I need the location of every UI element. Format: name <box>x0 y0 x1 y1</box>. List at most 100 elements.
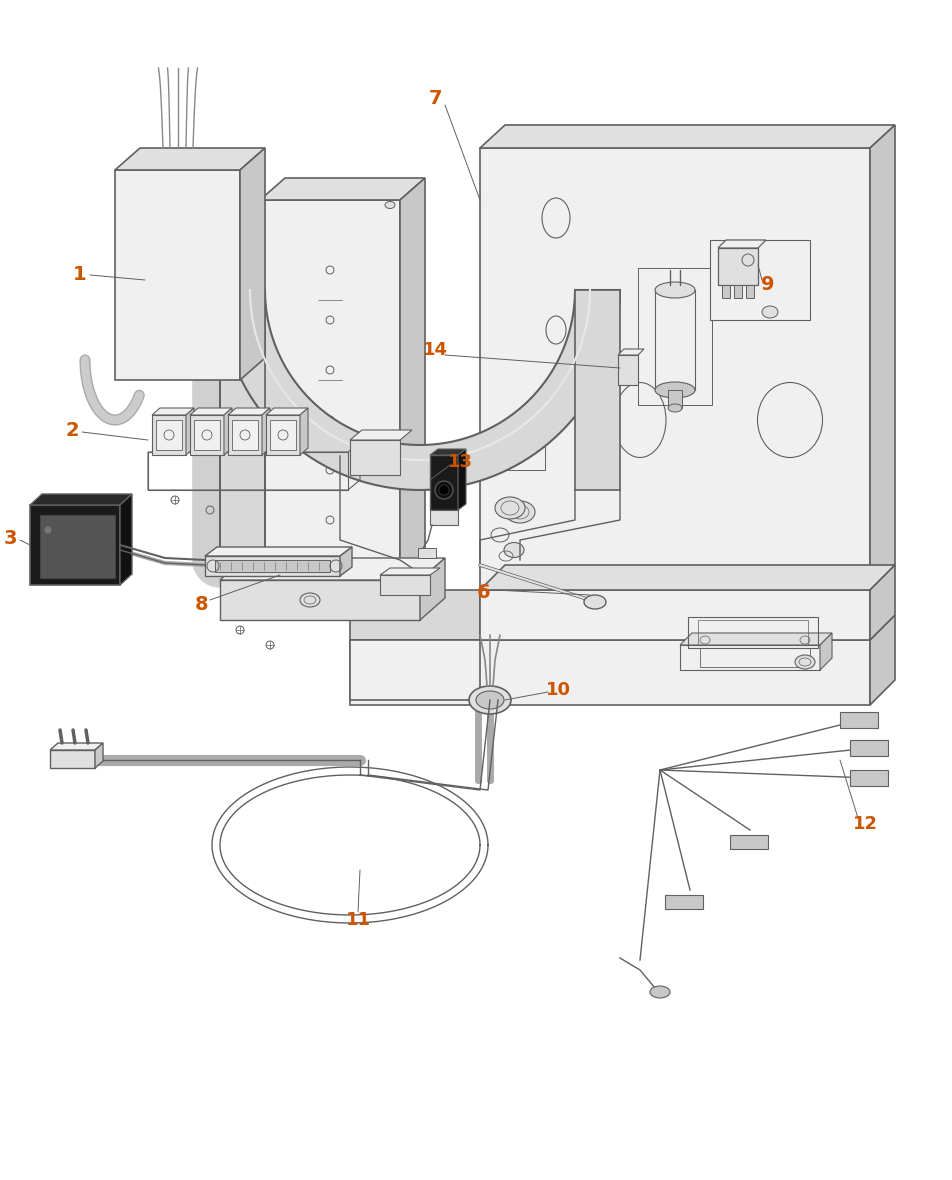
Polygon shape <box>400 178 425 590</box>
Ellipse shape <box>650 986 670 998</box>
Polygon shape <box>718 240 766 248</box>
Polygon shape <box>40 514 115 578</box>
Polygon shape <box>480 148 870 590</box>
Polygon shape <box>260 178 425 199</box>
Polygon shape <box>95 743 103 768</box>
Ellipse shape <box>505 502 535 523</box>
Polygon shape <box>232 420 258 450</box>
Polygon shape <box>186 408 194 455</box>
Text: 6: 6 <box>477 583 491 602</box>
Ellipse shape <box>439 485 449 494</box>
Polygon shape <box>718 248 758 286</box>
Ellipse shape <box>546 316 566 345</box>
Polygon shape <box>734 286 742 299</box>
Ellipse shape <box>758 382 823 458</box>
Polygon shape <box>420 558 445 620</box>
Polygon shape <box>458 450 466 510</box>
Polygon shape <box>262 408 270 455</box>
Polygon shape <box>115 148 265 170</box>
Polygon shape <box>350 640 870 704</box>
Polygon shape <box>215 560 330 572</box>
Polygon shape <box>655 290 695 391</box>
Polygon shape <box>205 548 352 556</box>
Polygon shape <box>190 415 224 455</box>
Polygon shape <box>220 558 445 581</box>
Text: 13: 13 <box>447 453 472 471</box>
Polygon shape <box>228 408 270 415</box>
Polygon shape <box>618 355 638 385</box>
Text: 9: 9 <box>762 275 775 294</box>
Polygon shape <box>418 548 436 558</box>
Ellipse shape <box>504 543 524 557</box>
Polygon shape <box>340 548 352 576</box>
Polygon shape <box>746 286 754 299</box>
Polygon shape <box>220 581 420 620</box>
Ellipse shape <box>476 691 504 709</box>
Ellipse shape <box>385 202 395 209</box>
Ellipse shape <box>742 254 754 266</box>
Polygon shape <box>575 290 620 490</box>
Text: 7: 7 <box>428 88 442 107</box>
Polygon shape <box>350 430 412 440</box>
Polygon shape <box>722 286 730 299</box>
Ellipse shape <box>795 655 815 669</box>
Polygon shape <box>380 568 440 575</box>
Polygon shape <box>730 835 768 848</box>
Polygon shape <box>156 420 182 450</box>
Polygon shape <box>260 199 400 590</box>
Polygon shape <box>870 565 895 640</box>
Polygon shape <box>820 632 832 670</box>
Polygon shape <box>220 290 265 560</box>
Text: 12: 12 <box>852 815 878 833</box>
Polygon shape <box>350 440 400 476</box>
Text: 10: 10 <box>545 681 570 699</box>
Ellipse shape <box>469 686 511 714</box>
Polygon shape <box>870 125 895 590</box>
Polygon shape <box>194 420 220 450</box>
Polygon shape <box>228 415 262 455</box>
Polygon shape <box>380 575 430 595</box>
Polygon shape <box>350 590 480 640</box>
Polygon shape <box>266 408 308 415</box>
Polygon shape <box>480 125 895 148</box>
Polygon shape <box>50 743 103 750</box>
Polygon shape <box>120 494 132 585</box>
Polygon shape <box>300 408 308 455</box>
Polygon shape <box>205 556 340 576</box>
Ellipse shape <box>584 595 606 609</box>
Polygon shape <box>680 632 832 645</box>
Polygon shape <box>224 408 232 455</box>
Text: 11: 11 <box>346 911 370 929</box>
Polygon shape <box>480 565 895 590</box>
Text: 2: 2 <box>65 420 79 439</box>
Ellipse shape <box>44 526 52 535</box>
Polygon shape <box>710 240 810 320</box>
Polygon shape <box>430 455 458 510</box>
Polygon shape <box>270 420 296 450</box>
Polygon shape <box>668 391 682 408</box>
Ellipse shape <box>762 306 778 317</box>
Polygon shape <box>152 415 186 455</box>
Polygon shape <box>840 712 878 728</box>
Polygon shape <box>115 170 240 380</box>
Text: 14: 14 <box>423 341 447 359</box>
Text: 3: 3 <box>3 529 17 548</box>
Polygon shape <box>220 290 620 490</box>
Polygon shape <box>240 148 265 380</box>
Ellipse shape <box>668 404 682 412</box>
Text: 1: 1 <box>73 266 87 284</box>
Ellipse shape <box>435 481 453 499</box>
Polygon shape <box>430 450 466 455</box>
Polygon shape <box>480 590 870 640</box>
Text: 8: 8 <box>195 596 208 615</box>
Ellipse shape <box>655 382 695 398</box>
Polygon shape <box>618 349 644 355</box>
Polygon shape <box>665 894 703 909</box>
Polygon shape <box>680 645 820 670</box>
Ellipse shape <box>300 594 320 607</box>
Polygon shape <box>350 640 480 700</box>
Polygon shape <box>266 415 300 455</box>
Polygon shape <box>152 408 194 415</box>
Ellipse shape <box>614 382 666 458</box>
Polygon shape <box>50 750 95 768</box>
